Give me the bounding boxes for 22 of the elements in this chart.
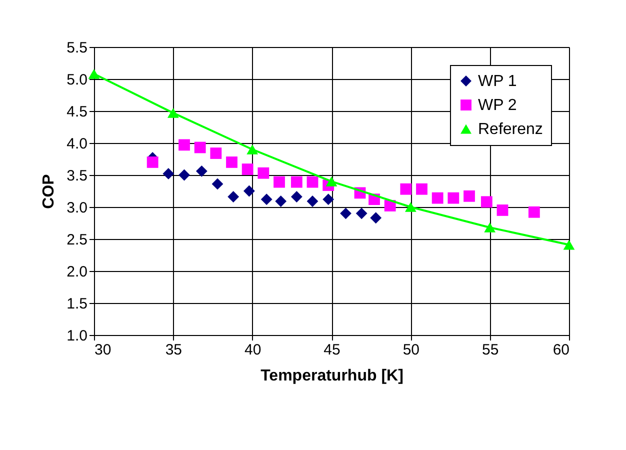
legend-label: WP 1 [478,73,517,90]
legend-label: Referenz [478,121,543,138]
y-tick-label: 5.0 [66,72,88,88]
y-tick-label: 4.0 [66,136,88,152]
y-tick-label: 3.5 [66,168,88,184]
y-tick-label: 3.0 [66,200,88,216]
x-tick-label: 50 [402,342,420,358]
x-tick-label: 30 [94,342,112,358]
y-tick-label: 2.5 [66,232,88,248]
y-tick-label: 1.0 [66,328,88,344]
y-tick-label: 4.5 [66,104,88,120]
x-tick-label: 55 [482,342,499,358]
y-tick-label: 2.0 [66,264,88,280]
x-axis-title: Temperaturhub [K] [260,368,404,384]
y-axis-title: COP [40,174,58,209]
x-tick-label: 35 [165,342,182,358]
x-tick-label: 40 [244,342,262,358]
y-tick-label: 1.5 [66,296,88,312]
x-tick-label: 45 [324,342,340,358]
legend-label: WP 2 [478,97,517,114]
y-tick-label: 5.5 [66,40,88,56]
x-tick-label: 60 [552,342,570,358]
